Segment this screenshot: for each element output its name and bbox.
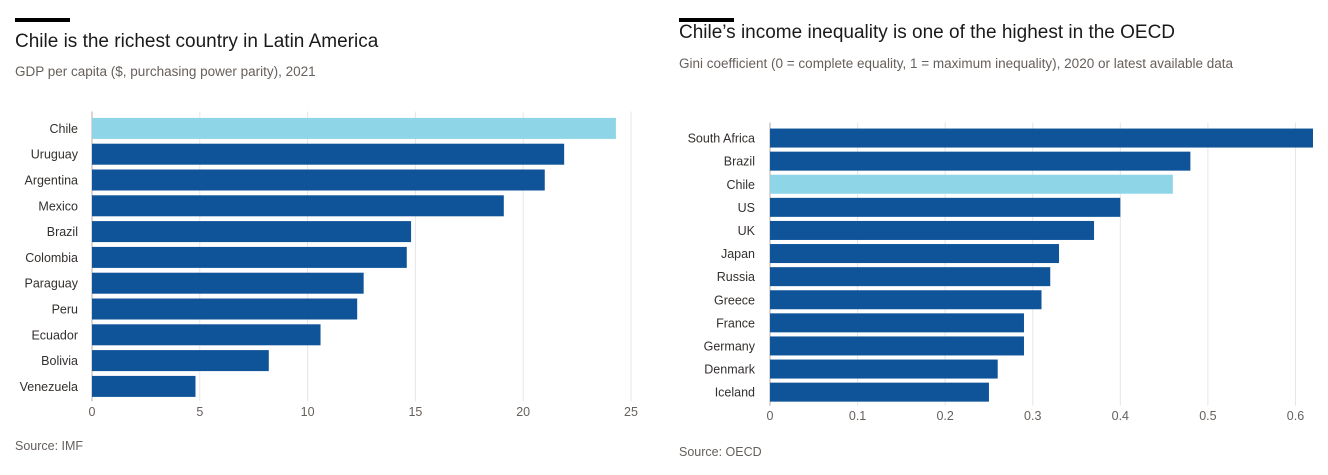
category-label: Brazil xyxy=(724,155,755,169)
x-tick-label: 20 xyxy=(516,405,530,419)
bar-uruguay xyxy=(92,143,565,165)
category-label: South Africa xyxy=(688,132,755,146)
x-tick-label: 5 xyxy=(196,405,203,419)
x-tick-label: 0 xyxy=(89,405,96,419)
bar-japan xyxy=(770,244,1060,264)
category-label: UK xyxy=(738,224,756,238)
bar-south-africa xyxy=(770,128,1313,148)
bar-greece xyxy=(770,290,1042,310)
category-label: US xyxy=(738,201,755,215)
chart-subtitle: GDP per capita ($, purchasing power pari… xyxy=(15,64,316,79)
bar-france xyxy=(770,313,1024,333)
chart-source: Source: IMF xyxy=(15,439,84,453)
bar-chile xyxy=(770,174,1173,194)
gini-bar-chart: 0 0.1 0.2 0.3 0.4 0.5 0.6 South Africa Brazil Chi… xyxy=(688,122,1313,423)
category-label: Ecuador xyxy=(31,328,78,342)
bar-paraguay xyxy=(92,272,364,294)
gdp-bar-chart: 0 5 10 15 20 25 Chile Uruguay Argentina Mexico Bra… xyxy=(20,111,638,419)
category-label: Uruguay xyxy=(31,148,79,162)
bar-chile xyxy=(92,117,616,139)
category-label: France xyxy=(716,316,755,330)
x-tick-label: 0 xyxy=(767,409,774,423)
category-label: Russia xyxy=(717,270,755,284)
bar-brazil xyxy=(770,151,1191,171)
x-tick-label: 15 xyxy=(408,405,422,419)
bar-argentina xyxy=(92,169,545,191)
bar-brazil xyxy=(92,221,412,243)
chart-title: Chile’s income inequality is one of the … xyxy=(679,22,1176,43)
x-tick-label: 10 xyxy=(301,405,315,419)
bar-uk xyxy=(770,220,1095,240)
bar-iceland xyxy=(770,382,989,402)
category-label: Paraguay xyxy=(24,277,78,291)
category-label: Venezuela xyxy=(20,380,78,394)
category-label: Peru xyxy=(52,303,78,317)
bar-venezuela xyxy=(92,375,196,397)
category-label: Colombia xyxy=(25,251,78,265)
x-tick-label: 0.5 xyxy=(1199,409,1216,423)
chart-panel-gini: Chile’s income inequality is one of the … xyxy=(662,0,1328,475)
category-label: Chile xyxy=(727,178,756,192)
chart-subtitle: Gini coefficient (0 = complete equality,… xyxy=(679,56,1234,71)
bar-denmark xyxy=(770,359,998,379)
category-label: Denmark xyxy=(704,363,755,377)
x-tick-label: 0.6 xyxy=(1287,409,1304,423)
title-accent-rule xyxy=(679,18,734,22)
chart-panel-gdp: Chile is the richest country in Latin Am… xyxy=(0,0,650,475)
category-label: Argentina xyxy=(24,174,78,188)
x-tick-label: 0.3 xyxy=(1024,409,1041,423)
x-tick-label: 0.4 xyxy=(1112,409,1129,423)
bar-bolivia xyxy=(92,350,269,372)
title-accent-rule xyxy=(15,18,70,22)
x-tick-label: 0.2 xyxy=(936,409,953,423)
category-label: Japan xyxy=(721,247,755,261)
category-label: Iceland xyxy=(715,386,755,400)
category-label: Chile xyxy=(50,122,79,136)
bar-germany xyxy=(770,336,1024,356)
category-label: Germany xyxy=(704,339,756,353)
x-tick-label: 25 xyxy=(624,405,638,419)
category-label: Greece xyxy=(714,293,755,307)
chart-title: Chile is the richest country in Latin Am… xyxy=(15,31,379,52)
bar-colombia xyxy=(92,246,407,268)
bar-peru xyxy=(92,298,358,320)
bar-russia xyxy=(770,267,1051,287)
x-tick-label: 0.1 xyxy=(849,409,866,423)
category-label: Brazil xyxy=(47,225,78,239)
bar-us xyxy=(770,197,1121,217)
bar-ecuador xyxy=(92,324,321,346)
category-label: Mexico xyxy=(38,199,78,213)
category-label: Bolivia xyxy=(41,354,78,368)
chart-source: Source: OECD xyxy=(679,445,762,459)
bar-mexico xyxy=(92,195,504,217)
